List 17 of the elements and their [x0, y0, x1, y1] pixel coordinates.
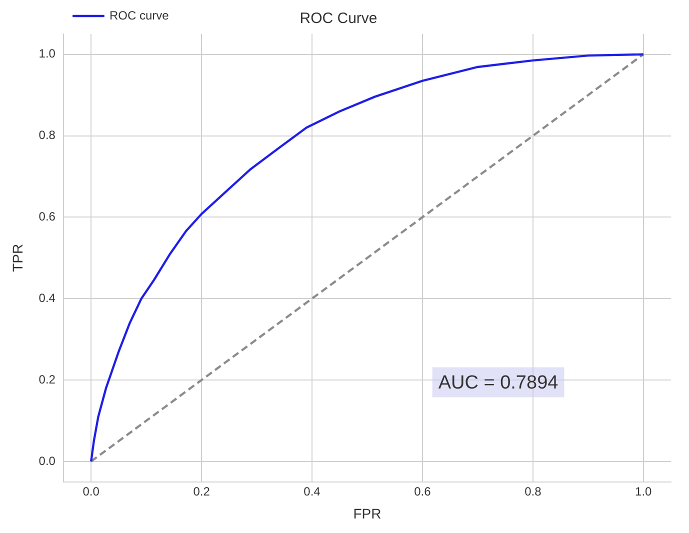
annotation: AUC = 0.7894	[438, 372, 559, 394]
x-tick-label: 0.6	[414, 484, 432, 498]
chart-title: ROC Curve	[300, 10, 378, 28]
y-tick-label: 0.4	[38, 290, 56, 305]
y-tick-label: 0.0	[38, 454, 56, 468]
legend-label: ROC curve	[109, 8, 170, 22]
y-tick-label: 0.8	[38, 128, 56, 142]
y-tick-label: 1.0	[38, 46, 56, 61]
y-tick-label: 0.6	[38, 210, 56, 224]
x-tick-label: 1.0	[635, 484, 652, 498]
x-tick-label: 0.8	[524, 484, 542, 498]
y-tick-label: 0.2	[38, 372, 56, 386]
x-tick-label: 0.0	[82, 484, 100, 498]
x-tick-label: 0.2	[193, 484, 210, 498]
y-axis-title: TPR	[9, 244, 26, 272]
x-axis-title: FPR	[353, 505, 382, 522]
x-tick-label: 0.4	[304, 484, 321, 498]
